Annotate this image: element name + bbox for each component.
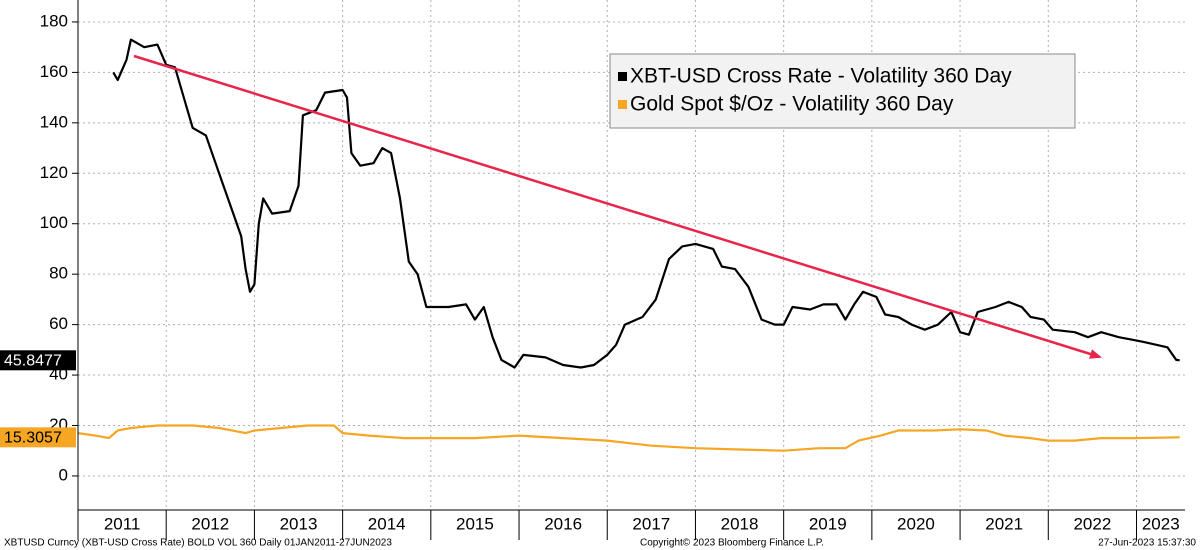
y-tick-label: 120 — [40, 163, 68, 182]
y-tick-label: 140 — [40, 112, 68, 131]
x-tick-label: 2014 — [368, 514, 406, 533]
timestamp: 27-Jun-2023 15:37:30 — [1098, 538, 1196, 549]
x-tick-label: 2016 — [544, 514, 582, 533]
x-tick-label: 2012 — [191, 514, 229, 533]
last-value-label: 15.3057 — [4, 430, 62, 447]
x-tick-label: 2022 — [1073, 514, 1111, 533]
x-tick-label: 2019 — [809, 514, 847, 533]
last-value-box — [0, 350, 76, 371]
y-tick-label: 80 — [49, 264, 68, 283]
x-tick-label: 2021 — [985, 514, 1023, 533]
x-tick-label: 2011 — [104, 514, 141, 533]
series-line — [77, 424, 1180, 452]
y-tick-label: 100 — [40, 213, 68, 232]
last-value-label: 45.8477 — [4, 353, 62, 370]
x-tick-label: 2015 — [456, 514, 494, 533]
y-tick-label: 180 — [40, 11, 68, 30]
legend-swatch — [618, 100, 627, 109]
series-line — [112, 38, 1180, 369]
x-tick-label: 2018 — [721, 514, 759, 533]
x-tick-label: 2023 — [1142, 514, 1180, 533]
legend-label: Gold Spot $/Oz - Volatility 360 Day — [630, 93, 954, 116]
last-value-box — [0, 427, 76, 448]
y-tick-label: 0 — [59, 465, 68, 484]
copyright: Copyright© 2023 Bloomberg Finance L.P. — [640, 538, 824, 549]
legend: XBT-USD Cross Rate - Volatility 360 Day G… — [609, 53, 1076, 129]
x-tick-label: 2020 — [897, 514, 935, 533]
trend-arrow — [133, 54, 1102, 359]
legend-box — [609, 53, 1076, 129]
legend-swatch — [618, 72, 627, 81]
x-tick-label: 2017 — [632, 514, 670, 533]
source-note: XBTUSD Curncy (XBT-USD Cross Rate) BOLD … — [4, 538, 392, 549]
y-tick-label: 60 — [49, 314, 68, 333]
legend-label: XBT-USD Cross Rate - Volatility 360 Day — [630, 65, 1012, 88]
x-tick-label: 2013 — [280, 514, 318, 533]
lines — [77, 38, 1180, 452]
y-tick-label: 160 — [40, 62, 68, 81]
